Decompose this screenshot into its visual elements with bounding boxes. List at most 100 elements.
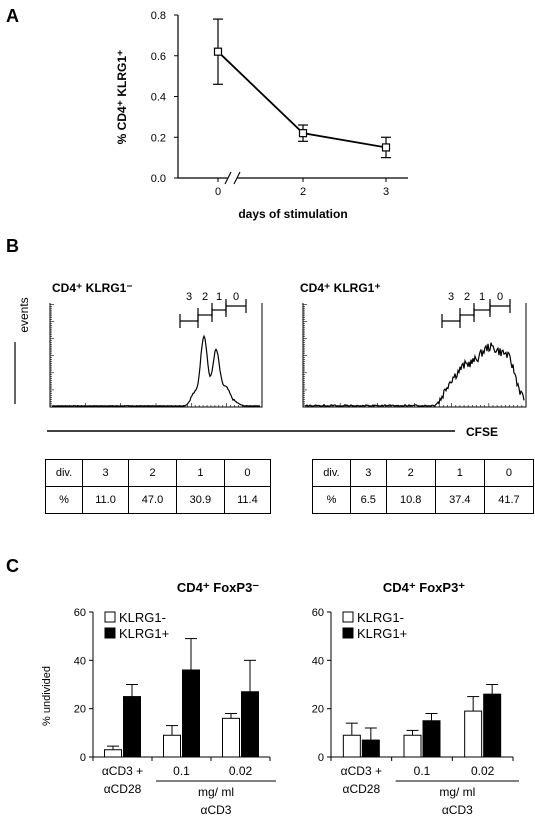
table-cell: 1 [175,459,225,487]
panel-c-left-chart: CD4⁺ FoxP3⁻ % undivided 0 20 40 60 KLRG1-KLR… [41,580,276,817]
panel-a-x-ticks: 0 2 3 [215,178,389,198]
division-label: 1 [216,291,222,303]
table-cell: 41.7 [483,486,535,514]
division-label: 2 [202,291,208,303]
events-label: events [17,297,31,332]
category-label: 0.1 [414,764,431,778]
y-tick-label: 0 [318,752,324,764]
table-cell: 10.8 [385,486,436,514]
legend-label: KLRG1+ [357,626,407,641]
category-label: 0.1 [173,764,190,778]
table-cell: 3 [81,459,130,487]
bar [403,734,422,758]
legend-swatch [104,611,116,623]
table-cell: 11.4 [223,486,272,514]
panel-a-series [213,18,391,159]
panel-a-label: A [6,6,19,26]
y-tick-label: 0.6 [151,51,166,63]
table-cell: 2 [385,459,436,487]
bar [422,720,441,758]
bar [123,696,141,758]
division-label: 3 [186,291,192,303]
panel-b-label: B [6,236,19,256]
category-label: αCD28 [343,782,381,796]
division-label: 0 [233,291,239,303]
data-point [213,47,223,56]
x-tick-label: 2 [300,186,306,198]
table-cell: 0 [223,459,272,487]
table-cell: div. [312,459,351,487]
bar [483,693,502,758]
hist-right-title: CD4⁺ KLRG1⁺ [300,281,381,295]
category-label: 0.02 [229,764,253,778]
panel-a-x-label: days of stimulation [238,207,347,221]
bar [342,734,361,758]
table-row: % 11.0 47.0 30.9 11.4 [45,486,272,514]
table-row: % 6.5 10.8 37.4 41.7 [312,486,535,514]
hist-left-curve [52,334,260,407]
division-label: 3 [448,291,454,303]
division-label: 1 [479,291,485,303]
legend-label: KLRG1- [119,610,166,625]
y-tick-label: 0 [80,752,86,764]
table-cell: 1 [434,459,485,487]
table-cell: 37.4 [434,486,485,514]
division-label: 0 [497,291,503,303]
table-cell: 6.5 [349,486,387,514]
bar [222,717,240,758]
table-cell: 11.0 [81,486,130,514]
division-table-right: div. 3 2 1 0 % 6.5 10.8 37.4 41.7 [312,459,535,514]
table-cell: div. [45,459,83,487]
y-tick-label: 0.4 [151,92,166,104]
table-row: div. 3 2 1 0 [45,459,272,487]
table-cell: 30.9 [175,486,225,514]
y-tick-label: 20 [312,704,324,716]
panel-c-left-y-label: % undivided [41,666,53,726]
data-point [381,143,391,152]
division-label: 2 [464,291,470,303]
category-label: αCD3 + [102,764,143,778]
category-label: 0.02 [471,764,495,778]
panel-a-y-label: % CD4⁺ KLRG1⁺ [115,50,129,145]
category-label: αCD3 + [341,764,382,778]
table-cell: 47.0 [128,486,177,514]
panel-c-left-title: CD4⁺ FoxP3⁻ [177,580,259,595]
legend-label: KLRG1+ [119,626,169,641]
table-cell: 0 [483,459,535,487]
y-tick-label: 0.2 [151,132,166,144]
bar [104,749,122,758]
bar [182,669,200,758]
axis-break-icon [224,171,241,185]
panel-c-right-chart: CD4⁺ FoxP3⁺ 0 20 40 60 KLRG1-KLRG1+ αCD3 + αCD… [312,580,519,817]
y-tick-label: 40 [74,655,86,667]
data-point [298,129,308,138]
legend-label: KLRG1- [357,610,404,625]
y-tick-label: 0.8 [151,10,166,22]
hist-right-curve [304,342,525,407]
table-cell: % [312,486,351,514]
y-tick-label: 60 [312,607,324,619]
cfse-label: CFSE [466,425,498,439]
hist-left-title: CD4⁺ KLRG1⁻ [52,281,133,295]
panel-a-y-ticks: 0.0 0.2 0.4 0.6 0.8 [151,10,178,185]
legend-swatch [104,627,116,639]
group-label: αCD3 [201,803,232,817]
panel-c-right-title: CD4⁺ FoxP3⁺ [383,580,465,595]
y-tick-label: 60 [74,607,86,619]
bar [241,691,259,758]
y-tick-label: 20 [74,704,86,716]
group-label: mg/ ml [198,785,234,799]
table-cell: % [45,486,83,514]
table-cell: 2 [128,459,177,487]
y-tick-label: 40 [312,655,324,667]
group-label: mg/ ml [439,785,475,799]
x-tick-label: 3 [383,186,389,198]
group-label: αCD3 [442,803,473,817]
x-tick-label: 0 [215,186,221,198]
